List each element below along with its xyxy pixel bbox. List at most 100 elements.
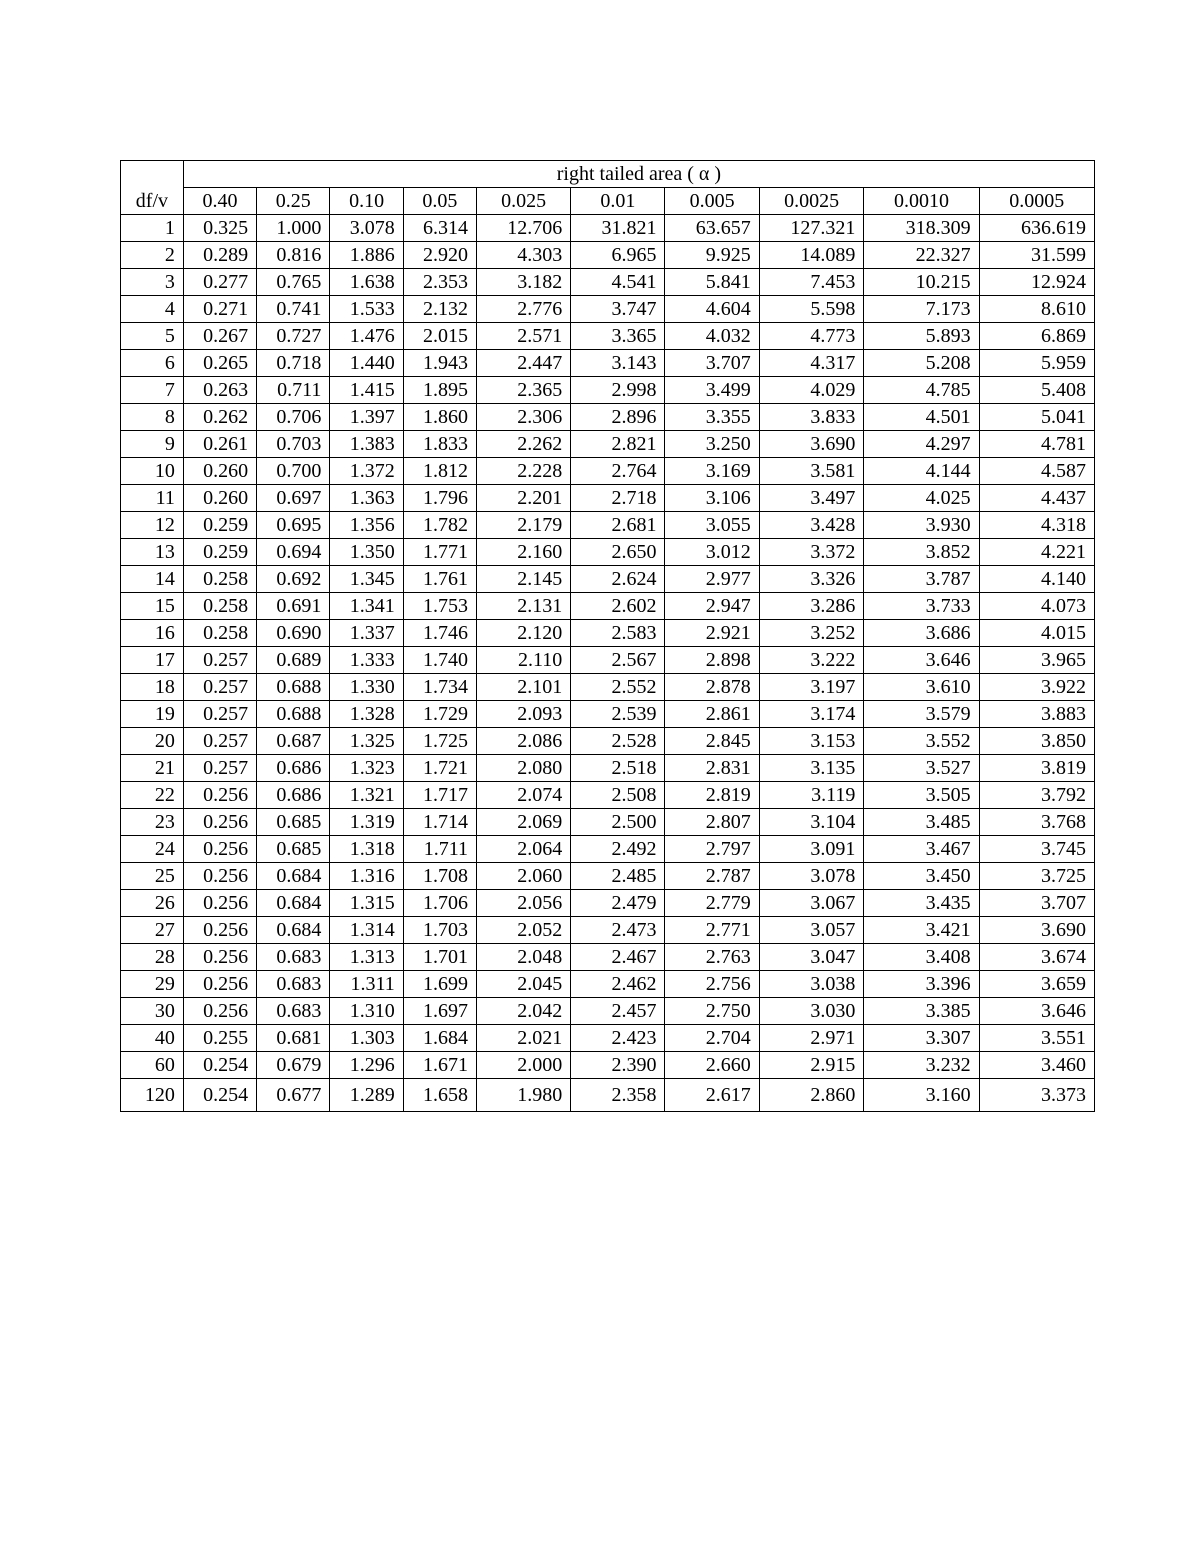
value-cell: 4.303 xyxy=(477,242,571,269)
value-cell: 0.690 xyxy=(257,620,330,647)
value-cell: 2.860 xyxy=(759,1079,864,1112)
value-cell: 1.310 xyxy=(330,998,403,1025)
value-cell: 2.947 xyxy=(665,593,759,620)
alpha-col-2: 0.10 xyxy=(330,188,403,215)
alpha-col-5: 0.01 xyxy=(571,188,665,215)
value-cell: 4.501 xyxy=(864,404,979,431)
value-cell: 1.699 xyxy=(403,971,476,998)
value-cell: 2.110 xyxy=(477,647,571,674)
value-cell: 3.385 xyxy=(864,998,979,1025)
value-cell: 3.690 xyxy=(759,431,864,458)
df-cell: 60 xyxy=(121,1052,184,1079)
value-cell: 1.886 xyxy=(330,242,403,269)
df-cell: 3 xyxy=(121,269,184,296)
value-cell: 3.067 xyxy=(759,890,864,917)
value-cell: 4.029 xyxy=(759,377,864,404)
alpha-col-3: 0.05 xyxy=(403,188,476,215)
value-cell: 3.078 xyxy=(759,863,864,890)
value-cell: 2.160 xyxy=(477,539,571,566)
df-cell: 4 xyxy=(121,296,184,323)
value-cell: 0.695 xyxy=(257,512,330,539)
value-cell: 3.922 xyxy=(979,674,1094,701)
table-row: 10.3251.0003.0786.31412.70631.82163.6571… xyxy=(121,215,1095,242)
value-cell: 0.258 xyxy=(183,593,256,620)
table-row: 100.2600.7001.3721.8122.2282.7643.1693.5… xyxy=(121,458,1095,485)
value-cell: 1.753 xyxy=(403,593,476,620)
value-cell: 3.527 xyxy=(864,755,979,782)
value-cell: 10.215 xyxy=(864,269,979,296)
value-cell: 3.768 xyxy=(979,809,1094,836)
df-cell: 30 xyxy=(121,998,184,1025)
value-cell: 1.833 xyxy=(403,431,476,458)
value-cell: 3.250 xyxy=(665,431,759,458)
value-cell: 3.833 xyxy=(759,404,864,431)
value-cell: 0.711 xyxy=(257,377,330,404)
table-row: 300.2560.6831.3101.6972.0422.4572.7503.0… xyxy=(121,998,1095,1025)
value-cell: 9.925 xyxy=(665,242,759,269)
value-cell: 2.571 xyxy=(477,323,571,350)
table-row: 260.2560.6841.3151.7062.0562.4792.7793.0… xyxy=(121,890,1095,917)
df-cell: 21 xyxy=(121,755,184,782)
table-row: 180.2570.6881.3301.7342.1012.5522.8783.1… xyxy=(121,674,1095,701)
table-row: 50.2670.7271.4762.0152.5713.3654.0324.77… xyxy=(121,323,1095,350)
value-cell: 0.816 xyxy=(257,242,330,269)
value-cell: 2.457 xyxy=(571,998,665,1025)
table-row: 1200.2540.6771.2891.6581.9802.3582.6172.… xyxy=(121,1079,1095,1112)
value-cell: 2.807 xyxy=(665,809,759,836)
value-cell: 5.893 xyxy=(864,323,979,350)
value-cell: 1.860 xyxy=(403,404,476,431)
value-cell: 3.552 xyxy=(864,728,979,755)
value-cell: 3.135 xyxy=(759,755,864,782)
value-cell: 3.930 xyxy=(864,512,979,539)
alpha-col-1: 0.25 xyxy=(257,188,330,215)
value-cell: 2.971 xyxy=(759,1025,864,1052)
value-cell: 2.052 xyxy=(477,917,571,944)
value-cell: 0.703 xyxy=(257,431,330,458)
value-cell: 1.337 xyxy=(330,620,403,647)
value-cell: 2.069 xyxy=(477,809,571,836)
value-cell: 5.408 xyxy=(979,377,1094,404)
value-cell: 3.610 xyxy=(864,674,979,701)
df-cell: 16 xyxy=(121,620,184,647)
value-cell: 2.473 xyxy=(571,917,665,944)
table-row: 40.2710.7411.5332.1322.7763.7474.6045.59… xyxy=(121,296,1095,323)
value-cell: 2.567 xyxy=(571,647,665,674)
df-cell: 14 xyxy=(121,566,184,593)
value-cell: 2.528 xyxy=(571,728,665,755)
value-cell: 3.143 xyxy=(571,350,665,377)
value-cell: 2.120 xyxy=(477,620,571,647)
value-cell: 2.602 xyxy=(571,593,665,620)
value-cell: 5.598 xyxy=(759,296,864,323)
value-cell: 1.319 xyxy=(330,809,403,836)
value-cell: 3.182 xyxy=(477,269,571,296)
value-cell: 0.679 xyxy=(257,1052,330,1079)
value-cell: 1.684 xyxy=(403,1025,476,1052)
value-cell: 6.965 xyxy=(571,242,665,269)
value-cell: 1.771 xyxy=(403,539,476,566)
value-cell: 1.350 xyxy=(330,539,403,566)
table-row: 150.2580.6911.3411.7532.1312.6022.9473.2… xyxy=(121,593,1095,620)
value-cell: 1.318 xyxy=(330,836,403,863)
value-cell: 2.056 xyxy=(477,890,571,917)
value-cell: 0.260 xyxy=(183,458,256,485)
value-cell: 4.015 xyxy=(979,620,1094,647)
value-cell: 2.552 xyxy=(571,674,665,701)
df-cell: 2 xyxy=(121,242,184,269)
value-cell: 2.845 xyxy=(665,728,759,755)
value-cell: 3.551 xyxy=(979,1025,1094,1052)
value-cell: 0.741 xyxy=(257,296,330,323)
value-cell: 6.314 xyxy=(403,215,476,242)
value-cell: 1.703 xyxy=(403,917,476,944)
value-cell: 3.232 xyxy=(864,1052,979,1079)
value-cell: 0.727 xyxy=(257,323,330,350)
value-cell: 0.265 xyxy=(183,350,256,377)
table-row: 130.2590.6941.3501.7712.1602.6503.0123.3… xyxy=(121,539,1095,566)
value-cell: 5.041 xyxy=(979,404,1094,431)
df-cell: 120 xyxy=(121,1079,184,1112)
value-cell: 2.228 xyxy=(477,458,571,485)
value-cell: 2.718 xyxy=(571,485,665,512)
value-cell: 2.878 xyxy=(665,674,759,701)
value-cell: 3.421 xyxy=(864,917,979,944)
value-cell: 3.505 xyxy=(864,782,979,809)
value-cell: 1.782 xyxy=(403,512,476,539)
